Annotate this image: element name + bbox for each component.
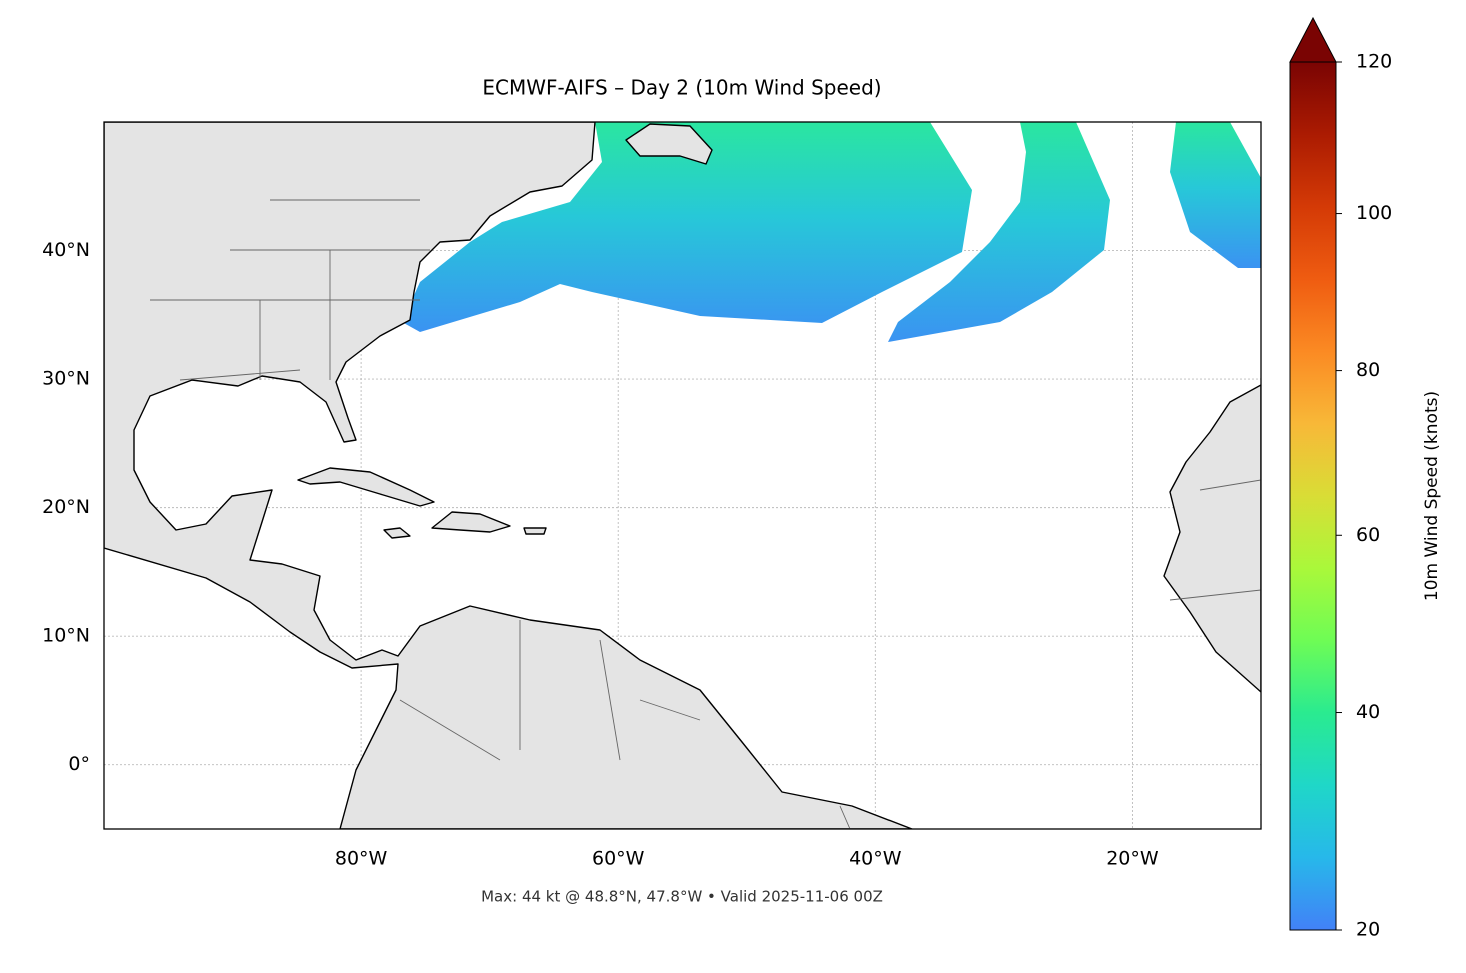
colorbar-tick-label: 20: [1356, 919, 1380, 941]
land-africa: [1163, 384, 1261, 693]
wind-swath: [402, 122, 972, 332]
colorbar-gradient: [1290, 62, 1336, 930]
country-borders: [399, 620, 851, 829]
colorbar-tick-label: 40: [1356, 701, 1380, 723]
y-tick-label: 20°N: [42, 496, 90, 518]
colorbar-tick-label: 60: [1356, 524, 1380, 546]
cuba: [297, 467, 435, 507]
chart-title: ECMWF-AIFS – Day 2 (10m Wind Speed): [482, 76, 881, 100]
x-tick-label: 40°W: [849, 848, 902, 870]
x-tick-label: 20°W: [1106, 848, 1159, 870]
map-area: [104, 122, 1261, 829]
puerto-rico: [523, 527, 547, 535]
colorbar-tick-label: 80: [1356, 359, 1380, 381]
wind-swath: [888, 122, 1110, 342]
y-tick-label: 40°N: [42, 239, 90, 261]
y-tick-label: 10°N: [42, 625, 90, 647]
land-americas: [104, 122, 913, 829]
colorbar-tick-label: 120: [1356, 51, 1392, 73]
colorbar: 20 40 60 80 100 120: [1289, 16, 1392, 941]
colorbar-frame: [1289, 61, 1337, 931]
colorbar-label: 10m Wind Speed (knots): [1422, 391, 1442, 601]
subtitle: Max: 44 kt @ 48.8°N, 47.8°W • Valid 2025…: [481, 888, 883, 906]
hispaniola: [431, 511, 511, 533]
x-tick-label: 60°W: [592, 848, 645, 870]
x-tick-label: 80°W: [335, 848, 388, 870]
y-tick-label: 30°N: [42, 368, 90, 390]
state-borders: [150, 199, 1261, 601]
map-frame: [103, 121, 1262, 830]
colorbar-extend: [1289, 16, 1337, 63]
wind-swath: [1170, 122, 1261, 268]
y-tick-label: 0°: [68, 753, 90, 775]
newfoundland: [625, 123, 713, 165]
jamaica: [383, 527, 411, 539]
colorbar-tick-label: 100: [1356, 202, 1392, 224]
